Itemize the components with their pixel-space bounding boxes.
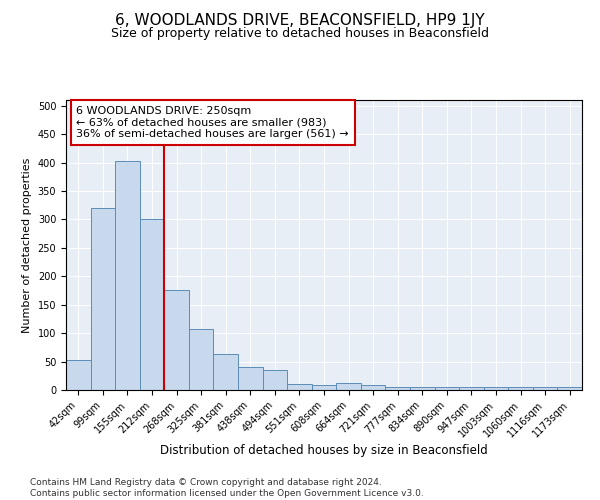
Bar xyxy=(189,328,214,390)
Text: 6 WOODLANDS DRIVE: 250sqm
← 63% of detached houses are smaller (983)
36% of semi: 6 WOODLANDS DRIVE: 250sqm ← 63% of detac… xyxy=(76,106,349,139)
Bar xyxy=(459,387,484,390)
Bar xyxy=(484,387,508,390)
Bar xyxy=(312,385,336,390)
Bar xyxy=(115,161,140,390)
Bar xyxy=(434,387,459,390)
Bar xyxy=(336,383,361,390)
Bar xyxy=(214,354,238,390)
Text: Contains HM Land Registry data © Crown copyright and database right 2024.
Contai: Contains HM Land Registry data © Crown c… xyxy=(30,478,424,498)
Bar xyxy=(385,387,410,390)
Bar xyxy=(238,368,263,390)
X-axis label: Distribution of detached houses by size in Beaconsfield: Distribution of detached houses by size … xyxy=(160,444,488,458)
Bar xyxy=(263,370,287,390)
Bar xyxy=(66,360,91,390)
Bar xyxy=(533,387,557,390)
Bar xyxy=(508,387,533,390)
Y-axis label: Number of detached properties: Number of detached properties xyxy=(22,158,32,332)
Bar xyxy=(140,220,164,390)
Text: 6, WOODLANDS DRIVE, BEACONSFIELD, HP9 1JY: 6, WOODLANDS DRIVE, BEACONSFIELD, HP9 1J… xyxy=(115,12,485,28)
Bar xyxy=(361,386,385,390)
Bar xyxy=(557,387,582,390)
Bar xyxy=(164,290,189,390)
Bar xyxy=(287,384,312,390)
Bar xyxy=(91,208,115,390)
Bar xyxy=(410,387,434,390)
Text: Size of property relative to detached houses in Beaconsfield: Size of property relative to detached ho… xyxy=(111,28,489,40)
